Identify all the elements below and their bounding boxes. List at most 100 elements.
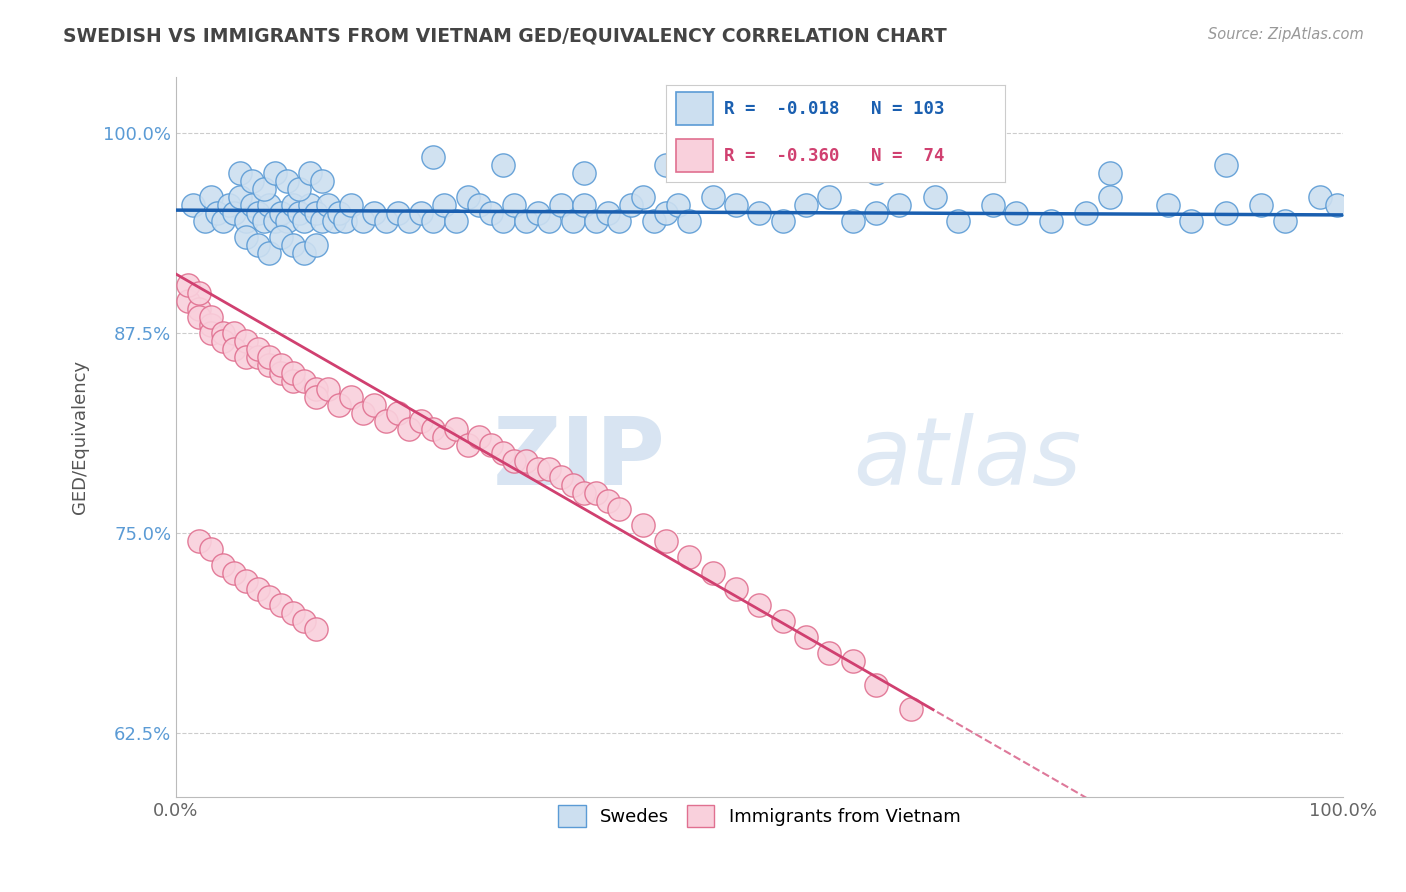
Point	[276, 174, 298, 188]
Point	[444, 422, 467, 436]
Point	[794, 630, 817, 644]
Point	[631, 190, 654, 204]
Point	[299, 198, 322, 212]
Point	[240, 198, 263, 212]
Point	[865, 678, 887, 692]
Point	[188, 286, 211, 301]
Point	[865, 166, 887, 180]
Point	[316, 382, 339, 396]
Point	[270, 366, 292, 380]
Point	[515, 214, 537, 228]
Point	[224, 342, 246, 356]
Point	[299, 166, 322, 180]
Point	[292, 246, 315, 260]
Text: ZIP: ZIP	[494, 413, 666, 505]
Point	[479, 206, 502, 220]
Point	[252, 182, 274, 196]
Point	[1215, 158, 1237, 172]
Point	[270, 598, 292, 612]
Point	[865, 206, 887, 220]
Point	[422, 214, 444, 228]
Point	[981, 158, 1004, 172]
Point	[609, 502, 631, 516]
Point	[270, 206, 292, 220]
Point	[200, 318, 222, 333]
Point	[305, 382, 328, 396]
Point	[842, 654, 865, 668]
Point	[550, 470, 572, 484]
Point	[259, 198, 281, 212]
Point	[229, 166, 252, 180]
Point	[287, 206, 309, 220]
Point	[287, 182, 309, 196]
Point	[772, 614, 794, 628]
Point	[176, 278, 198, 293]
Point	[492, 446, 515, 460]
Point	[311, 174, 333, 188]
Point	[340, 198, 363, 212]
Point	[655, 206, 678, 220]
Point	[946, 214, 969, 228]
Point	[292, 374, 315, 388]
Point	[200, 310, 222, 325]
Point	[702, 190, 724, 204]
Point	[305, 206, 328, 220]
Point	[842, 214, 865, 228]
Point	[281, 366, 304, 380]
Point	[229, 190, 252, 204]
Text: atlas: atlas	[853, 413, 1081, 504]
Point	[259, 590, 281, 604]
Point	[235, 230, 257, 244]
Point	[981, 198, 1004, 212]
Point	[305, 622, 328, 636]
Point	[457, 438, 479, 452]
Point	[574, 198, 596, 212]
Point	[183, 198, 205, 212]
Point	[246, 582, 269, 596]
Point	[211, 558, 233, 572]
Point	[259, 246, 281, 260]
Point	[655, 534, 678, 549]
Point	[281, 238, 304, 252]
Point	[292, 614, 315, 628]
Point	[1180, 214, 1202, 228]
Point	[631, 518, 654, 533]
Point	[246, 350, 269, 364]
Point	[457, 190, 479, 204]
Point	[259, 358, 281, 372]
Point	[596, 494, 619, 508]
Point	[352, 214, 374, 228]
Point	[409, 414, 432, 428]
Point	[1157, 198, 1180, 212]
Point	[561, 214, 583, 228]
Point	[1076, 206, 1098, 220]
Point	[305, 390, 328, 404]
Point	[200, 326, 222, 341]
Point	[398, 214, 420, 228]
Point	[725, 198, 748, 212]
Point	[479, 438, 502, 452]
Point	[270, 230, 292, 244]
Point	[772, 214, 794, 228]
Point	[818, 646, 841, 660]
Point	[235, 334, 257, 349]
Point	[188, 534, 211, 549]
Point	[246, 342, 269, 356]
Point	[205, 206, 228, 220]
Point	[526, 206, 548, 220]
Point	[276, 214, 298, 228]
Point	[194, 214, 217, 228]
Point	[281, 606, 304, 620]
Point	[1098, 190, 1121, 204]
Point	[433, 430, 456, 444]
Point	[224, 566, 246, 580]
Point	[316, 198, 339, 212]
Point	[224, 206, 246, 220]
Point	[176, 294, 198, 309]
Point	[924, 190, 946, 204]
Point	[264, 214, 287, 228]
Point	[444, 214, 467, 228]
Point	[1309, 190, 1331, 204]
Point	[1326, 198, 1348, 212]
Point	[643, 214, 665, 228]
